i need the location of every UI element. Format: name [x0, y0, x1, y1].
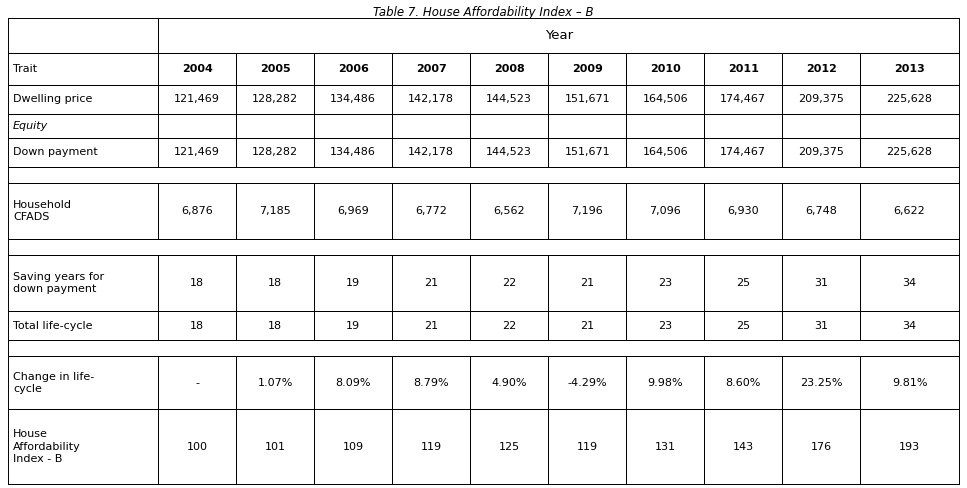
Text: 142,178: 142,178 — [408, 147, 454, 158]
Text: 34: 34 — [902, 278, 917, 288]
Text: 134,486: 134,486 — [331, 94, 376, 104]
Text: -4.29%: -4.29% — [568, 378, 607, 388]
Text: 134,486: 134,486 — [331, 147, 376, 158]
Text: House
Affordability
Index - B: House Affordability Index - B — [13, 429, 81, 464]
Text: 19: 19 — [346, 278, 361, 288]
Text: Trait: Trait — [13, 63, 37, 74]
Text: 121,469: 121,469 — [174, 147, 220, 158]
Text: 23: 23 — [659, 278, 672, 288]
Text: Down payment: Down payment — [13, 147, 98, 158]
Text: 25: 25 — [736, 321, 750, 330]
Text: 2008: 2008 — [494, 63, 524, 74]
Text: 21: 21 — [425, 278, 438, 288]
Text: 22: 22 — [502, 321, 516, 330]
Text: 18: 18 — [190, 278, 204, 288]
Text: Equity: Equity — [13, 121, 48, 131]
Text: 174,467: 174,467 — [720, 147, 766, 158]
Text: 101: 101 — [265, 442, 285, 452]
Text: 2009: 2009 — [571, 63, 602, 74]
Text: 209,375: 209,375 — [798, 94, 844, 104]
Text: 6,622: 6,622 — [894, 206, 925, 216]
Text: 225,628: 225,628 — [887, 147, 932, 158]
Text: 6,876: 6,876 — [182, 206, 213, 216]
Text: 119: 119 — [576, 442, 598, 452]
Text: 2013: 2013 — [894, 63, 924, 74]
Text: 4.90%: 4.90% — [491, 378, 527, 388]
Text: 23.25%: 23.25% — [800, 378, 842, 388]
Text: 121,469: 121,469 — [174, 94, 220, 104]
Text: 2010: 2010 — [650, 63, 681, 74]
Text: Household
CFADS: Household CFADS — [13, 200, 72, 222]
Text: 21: 21 — [580, 278, 594, 288]
Text: 6,562: 6,562 — [493, 206, 525, 216]
Text: 142,178: 142,178 — [408, 94, 454, 104]
Text: 174,467: 174,467 — [720, 94, 766, 104]
Text: 1.07%: 1.07% — [257, 378, 293, 388]
Text: 21: 21 — [425, 321, 438, 330]
Text: 193: 193 — [899, 442, 921, 452]
Text: 9.98%: 9.98% — [647, 378, 683, 388]
Text: 6,748: 6,748 — [806, 206, 837, 216]
Text: 25: 25 — [736, 278, 750, 288]
Text: 6,930: 6,930 — [727, 206, 759, 216]
Text: 143: 143 — [733, 442, 753, 452]
Text: 128,282: 128,282 — [252, 94, 298, 104]
Text: 2004: 2004 — [182, 63, 213, 74]
Text: 34: 34 — [902, 321, 917, 330]
Text: 2006: 2006 — [337, 63, 368, 74]
Text: 21: 21 — [580, 321, 594, 330]
Text: 6,969: 6,969 — [337, 206, 369, 216]
Text: 209,375: 209,375 — [798, 147, 844, 158]
Text: 164,506: 164,506 — [642, 94, 688, 104]
Text: 23: 23 — [659, 321, 672, 330]
Text: 225,628: 225,628 — [887, 94, 932, 104]
Text: 144,523: 144,523 — [486, 94, 532, 104]
Text: 164,506: 164,506 — [642, 147, 688, 158]
Text: 22: 22 — [502, 278, 516, 288]
Text: 2005: 2005 — [260, 63, 290, 74]
Text: 31: 31 — [814, 321, 828, 330]
Text: 100: 100 — [187, 442, 208, 452]
Text: Table 7. House Affordability Index – B: Table 7. House Affordability Index – B — [373, 6, 594, 19]
Text: 176: 176 — [810, 442, 832, 452]
Text: 119: 119 — [421, 442, 442, 452]
Text: 6,772: 6,772 — [415, 206, 447, 216]
Text: 144,523: 144,523 — [486, 147, 532, 158]
Text: 2011: 2011 — [728, 63, 758, 74]
Text: Dwelling price: Dwelling price — [13, 94, 93, 104]
Text: 2012: 2012 — [806, 63, 836, 74]
Text: 18: 18 — [268, 321, 282, 330]
Text: 131: 131 — [655, 442, 676, 452]
Text: 9.81%: 9.81% — [892, 378, 927, 388]
Text: Change in life-
cycle: Change in life- cycle — [13, 371, 94, 394]
Text: 18: 18 — [268, 278, 282, 288]
Text: Saving years for
down payment: Saving years for down payment — [13, 272, 104, 294]
Text: 125: 125 — [499, 442, 519, 452]
Text: 18: 18 — [190, 321, 204, 330]
Text: 8.60%: 8.60% — [725, 378, 761, 388]
Text: 8.09%: 8.09% — [336, 378, 371, 388]
Text: 31: 31 — [814, 278, 828, 288]
Text: 2007: 2007 — [416, 63, 447, 74]
Text: Year: Year — [544, 29, 572, 42]
Text: 151,671: 151,671 — [565, 94, 610, 104]
Text: 151,671: 151,671 — [565, 147, 610, 158]
Text: 7,185: 7,185 — [259, 206, 291, 216]
Text: -: - — [195, 378, 199, 388]
Text: 109: 109 — [342, 442, 364, 452]
Text: 128,282: 128,282 — [252, 147, 298, 158]
Text: Total life-cycle: Total life-cycle — [13, 321, 93, 330]
Text: 19: 19 — [346, 321, 361, 330]
Text: 8.79%: 8.79% — [413, 378, 449, 388]
Text: 7,196: 7,196 — [571, 206, 603, 216]
Text: 7,096: 7,096 — [649, 206, 681, 216]
